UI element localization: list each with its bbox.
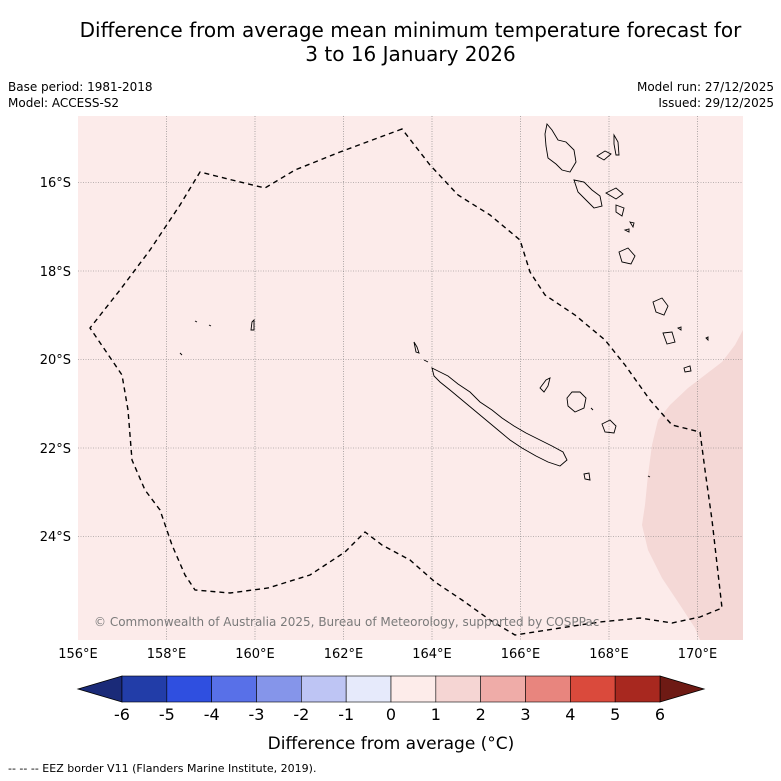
small-islet (676, 326, 682, 331)
lon-label-156e: 156°E (58, 647, 98, 662)
colorbar-title: Difference from average (°C) (268, 734, 515, 754)
vanuatu-erromango (652, 297, 669, 316)
colorbar-cell (166, 675, 212, 703)
colorbar-tick-label: 3 (520, 705, 530, 724)
small-islet (423, 359, 429, 363)
small-islet (647, 475, 651, 478)
small-islet (629, 221, 635, 229)
copyright-notice: © Commonwealth of Australia 2025, Bureau… (94, 615, 599, 629)
lon-label-162e: 162°E (324, 647, 364, 662)
colorbar-cell (121, 675, 168, 703)
colorbar-tick-label: 2 (476, 705, 486, 724)
colorbar-tick-label: -3 (249, 705, 265, 724)
colorbar-cell (525, 675, 571, 703)
colorbar-cell (211, 675, 257, 703)
base-period: Base period: 1981-2018 (8, 80, 153, 94)
belep-islands (413, 341, 420, 354)
new-caledonia-island (431, 367, 568, 467)
meta-right: Model run: 27/12/2025 Issued: 29/12/2025 (637, 79, 774, 111)
eez-border (89, 128, 723, 636)
colorbar-tick-label: -4 (204, 705, 220, 724)
model-run: Model run: 27/12/2025 (636, 80, 774, 94)
small-islet (705, 336, 709, 342)
loyalty-mare (601, 419, 617, 434)
lon-label-166e: 166°E (501, 647, 541, 662)
colorbar-cell (435, 675, 481, 703)
colorbar-tick-label: 6 (655, 705, 665, 724)
vanuatu-pentecost (613, 133, 620, 156)
vanuatu-tanna (662, 331, 676, 345)
colorbar: -6 -5 -4 -3 -2 -1 0 1 2 3 4 5 6 Difference from aver… (76, 675, 706, 754)
issued-date: Issued: 29/12/2025 (658, 96, 774, 110)
lon-label-170e: 170°E (678, 647, 718, 662)
lon-label-168e: 168°E (589, 647, 629, 662)
colorbar-tick-label: 1 (431, 705, 441, 724)
colorbar-cell (614, 675, 661, 703)
vanuatu-efate (618, 247, 636, 265)
loyalty-lifou (566, 391, 587, 413)
colorbar-tick-label: 4 (565, 705, 575, 724)
title-line-2: 3 to 16 January 2026 (305, 42, 516, 66)
colorbar-cell (480, 675, 526, 703)
map-title: Difference from average mean minimum tem… (0, 18, 781, 66)
colorbar-cell (256, 675, 302, 703)
small-islet (194, 320, 198, 323)
vanuatu-epi (615, 204, 625, 217)
vanuatu-ambae (596, 150, 612, 161)
title-line-1: Difference from average mean minimum tem… (79, 18, 742, 42)
colorbar-under-arrow (76, 675, 123, 703)
colorbar-over-arrow (659, 675, 706, 703)
colorbar-tick-label: -5 (159, 705, 175, 724)
graticule (78, 116, 743, 640)
colorbar-tick-label: -1 (338, 705, 354, 724)
vanuatu-espiritu-santo (544, 122, 577, 173)
vanuatu-aneityum (683, 365, 692, 373)
meta-left: Base period: 1981-2018 Model: ACCESS-S2 (8, 79, 153, 111)
loyalty-ouvea (539, 377, 551, 393)
small-islet (623, 228, 630, 233)
vanuatu-malekula (573, 179, 603, 209)
lon-label-158e: 158°E (147, 647, 187, 662)
warm-anomaly-region (642, 330, 743, 640)
colorbar-tick-label: 0 (386, 705, 396, 724)
longitude-labels: 156°E 158°E 160°E 162°E 164°E 166°E 168°… (58, 647, 717, 662)
eez-legend: -- -- -- EEZ border V11 (Flanders Marine… (8, 762, 317, 775)
latitude-labels: 16°S 18°S 20°S 22°S 24°S (40, 176, 71, 545)
map-area (78, 116, 743, 640)
isle-of-pines (583, 472, 591, 481)
lon-label-160e: 160°E (235, 647, 275, 662)
small-islet (208, 324, 212, 327)
colorbar-tick-label: -2 (293, 705, 309, 724)
colorbar-cell (301, 675, 347, 703)
colorbar-tick-label: -6 (114, 705, 130, 724)
colorbar-cell (390, 675, 437, 703)
lat-label-22s: 22°S (40, 442, 71, 457)
colorbar-cell (570, 675, 616, 703)
coastlines (179, 122, 709, 481)
colorbar-tick-label: 5 (610, 705, 620, 724)
lat-label-18s: 18°S (40, 265, 71, 280)
lat-label-20s: 20°S (40, 353, 71, 368)
small-islet (179, 352, 183, 356)
lat-label-16s: 16°S (40, 176, 71, 191)
chesterfield-islet (250, 318, 255, 331)
small-islet (590, 407, 594, 411)
lat-label-24s: 24°S (40, 530, 71, 545)
lon-label-164e: 164°E (412, 647, 452, 662)
vanuatu-ambrym (605, 187, 624, 200)
colorbar-cell (345, 675, 392, 703)
model-name: Model: ACCESS-S2 (8, 96, 120, 110)
